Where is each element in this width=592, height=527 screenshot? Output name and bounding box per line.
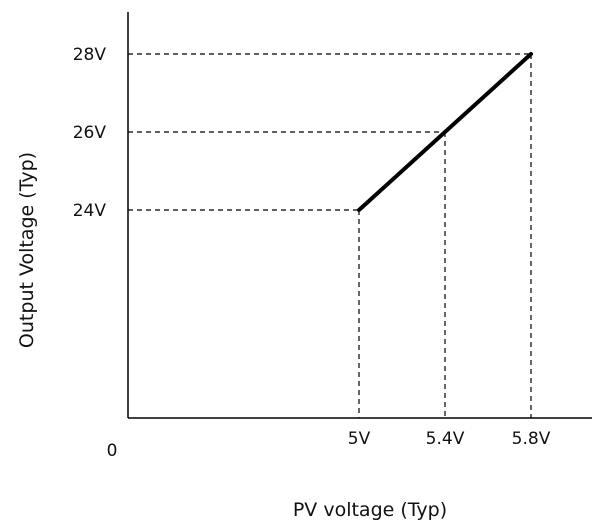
- y-tick-label-0: 24V: [73, 201, 107, 221]
- x-tick-label-0: 5V: [348, 429, 371, 449]
- guide-lines: [128, 53, 532, 418]
- x-tick-label-2: 5.8V: [512, 429, 551, 449]
- x-tick-labels: 5V 5.4V 5.8V: [348, 429, 551, 449]
- x-axis-title: PV voltage (Typ): [293, 499, 447, 521]
- y-tick-label-2: 28V: [73, 45, 107, 65]
- series-layer: [357, 52, 533, 212]
- y-axis-title: Output Voltage (Typ): [16, 152, 38, 348]
- x-tick-label-1: 5.4V: [426, 429, 465, 449]
- series-line-0: [357, 52, 533, 212]
- y-tick-labels: 24V 26V 28V: [73, 45, 107, 221]
- origin-label: 0: [107, 441, 118, 461]
- y-tick-label-1: 26V: [73, 123, 107, 143]
